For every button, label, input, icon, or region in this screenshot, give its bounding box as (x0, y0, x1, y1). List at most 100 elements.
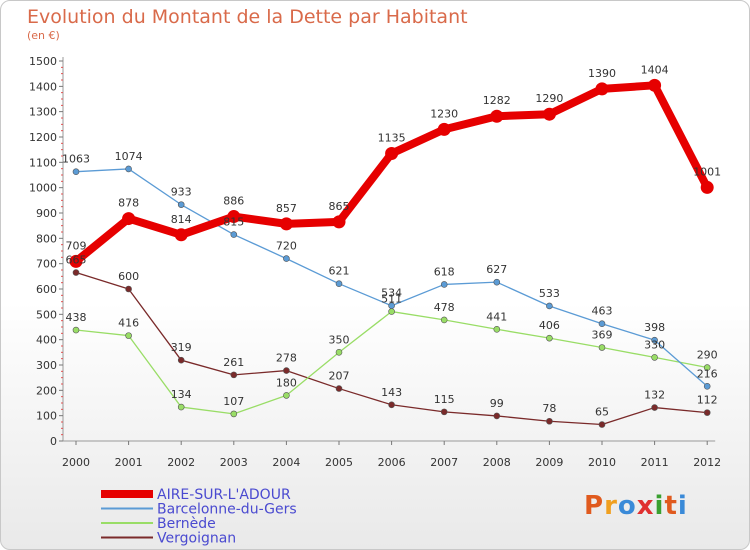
data-label: 134 (171, 388, 192, 401)
legend-label: AIRE-SUR-L'ADOUR (157, 487, 291, 503)
data-label: 78 (542, 402, 556, 415)
data-label: 99 (490, 397, 504, 410)
x-tick-label: 2012 (693, 456, 721, 469)
data-point (177, 356, 185, 364)
data-label: 621 (329, 265, 350, 278)
y-tick-label: 400 (36, 334, 57, 347)
y-tick-label: 0 (50, 435, 57, 448)
data-label: 112 (697, 394, 718, 407)
data-label: 478 (434, 301, 455, 314)
data-point (648, 78, 662, 92)
data-label: 463 (592, 305, 613, 318)
data-label: 441 (486, 310, 507, 323)
logo-letter: t (664, 491, 678, 521)
data-point (332, 215, 346, 229)
data-point (72, 168, 80, 176)
data-label: 1063 (62, 153, 90, 166)
data-label: 857 (276, 202, 297, 215)
data-point (703, 409, 711, 416)
data-label: 600 (118, 270, 139, 283)
y-tick-label: 700 (36, 258, 57, 271)
x-tick-label: 2004 (272, 456, 300, 469)
data-point (703, 382, 711, 390)
data-label: 406 (539, 319, 560, 332)
data-point (72, 269, 80, 276)
y-tick-label: 300 (36, 359, 57, 372)
data-point (69, 254, 83, 268)
data-label: 398 (644, 321, 665, 334)
data-point (335, 349, 343, 356)
data-point (651, 404, 658, 411)
data-label: 665 (66, 254, 87, 267)
data-label: 180 (276, 376, 297, 389)
data-label: 709 (66, 239, 87, 252)
data-point (703, 364, 711, 371)
data-label: 1074 (115, 150, 143, 163)
x-tick-label: 2008 (483, 456, 511, 469)
data-point (440, 316, 448, 324)
data-point (227, 210, 241, 224)
logo-letter: P (584, 491, 605, 521)
y-tick-label: 1100 (29, 156, 57, 169)
data-point (651, 354, 658, 361)
y-tick-label: 800 (36, 232, 57, 245)
data-label: 132 (644, 389, 665, 402)
data-label: 1390 (588, 67, 616, 80)
series-3 (72, 269, 711, 428)
data-label: 1001 (693, 165, 721, 178)
data-point (598, 320, 606, 328)
x-tick-label: 2010 (588, 456, 616, 469)
data-label: 65 (595, 406, 609, 419)
data-label: 330 (644, 338, 665, 351)
logo-letter: i (677, 491, 688, 521)
data-point (125, 285, 132, 293)
proxiti-logo: Proxiti (584, 491, 688, 521)
data-point (335, 280, 343, 287)
data-label: 534 (381, 287, 402, 300)
data-point (440, 408, 448, 416)
data-label: 207 (329, 370, 350, 383)
data-label: 278 (276, 352, 297, 365)
data-label: 1404 (641, 63, 669, 76)
data-label: 319 (171, 341, 192, 354)
data-point (283, 392, 290, 399)
data-label: 815 (223, 216, 244, 229)
x-tick-label: 2003 (220, 456, 248, 469)
legend-label: Barcelonne-du-Gers (157, 502, 297, 518)
data-point (279, 217, 293, 231)
series-line (72, 81, 712, 266)
data-point (125, 165, 132, 173)
data-label: 416 (118, 317, 139, 330)
series-0 (69, 78, 714, 268)
data-point (335, 385, 343, 392)
y-tick-label: 1000 (29, 182, 57, 195)
y-tick-label: 1200 (29, 131, 57, 144)
data-label: 369 (592, 329, 613, 342)
x-tick-label: 2011 (641, 456, 669, 469)
x-tick-label: 2000 (62, 456, 90, 469)
data-point (440, 281, 448, 288)
logo-letter: o (617, 491, 637, 521)
data-point (493, 278, 501, 286)
data-label: 261 (223, 356, 244, 369)
data-point (437, 122, 451, 136)
x-tick-label: 2009 (535, 456, 563, 469)
data-label: 115 (434, 393, 455, 406)
data-label: 290 (697, 349, 718, 362)
data-point (385, 146, 399, 160)
data-label: 720 (276, 240, 297, 253)
data-label: 814 (171, 213, 192, 226)
series-2 (72, 308, 711, 418)
data-point (177, 201, 185, 208)
x-tick-label: 2005 (325, 456, 353, 469)
data-label: 511 (381, 293, 402, 306)
x-tick-label: 2001 (115, 456, 143, 469)
legend-label: Bernède (157, 516, 216, 532)
data-point (651, 336, 658, 344)
x-tick-label: 2006 (378, 456, 406, 469)
data-point (230, 371, 238, 379)
data-point (177, 403, 185, 411)
legend-label: Vergoignan (157, 531, 236, 547)
